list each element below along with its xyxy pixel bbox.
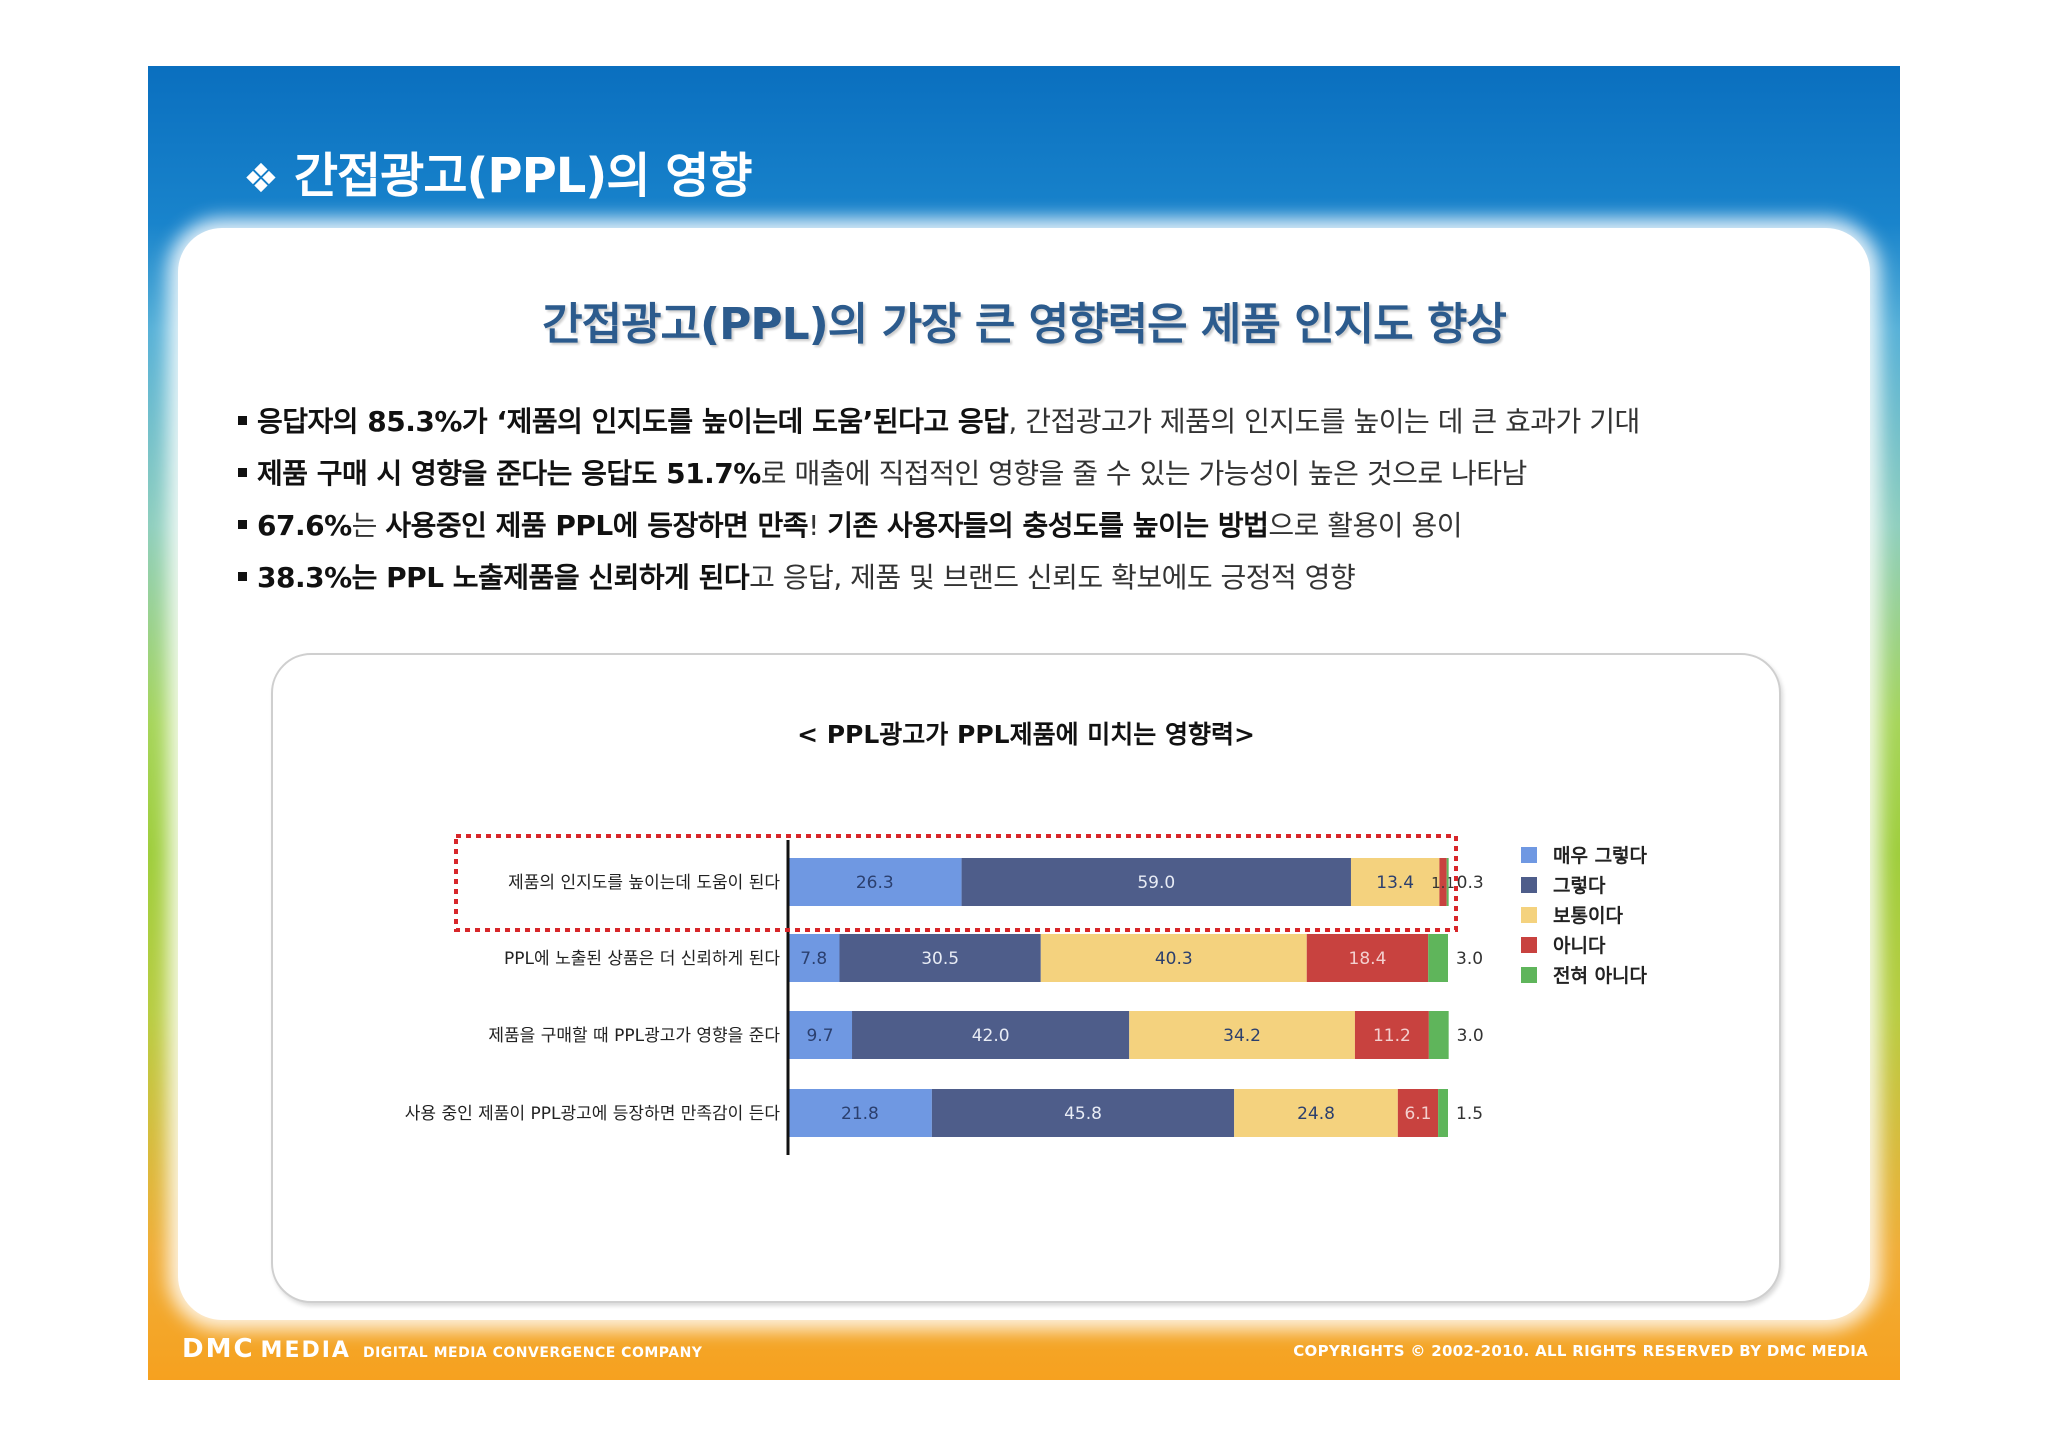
square-bullet-icon — [238, 519, 247, 529]
data-label: 13.4 — [1376, 873, 1414, 893]
category-label: 제품의 인지도를 높이는데 도움이 된다 — [508, 873, 780, 893]
legend-swatch — [1521, 937, 1537, 953]
brand-tagline: DIGITAL MEDIA CONVERGENCE COMPANY — [362, 1345, 703, 1361]
data-label: 59.0 — [1137, 873, 1175, 893]
brand-media: MEDIA — [260, 1338, 351, 1363]
data-label: 1.5 — [1456, 1104, 1483, 1124]
bar-segment — [1306, 934, 1429, 982]
data-label: 9.7 — [806, 1026, 833, 1046]
diamond-bullet-icon: ❖ — [243, 156, 279, 202]
highlight-box — [454, 834, 1458, 932]
bullet-bold-text: 사용중인 제품 PPL에 등장하면 만족 — [385, 509, 809, 542]
chart-container: < PPL광고가 PPL제품에 미치는 영향력> 제품의 인지도를 높이는데 도… — [271, 653, 1781, 1303]
bullet-text: ! — [808, 509, 828, 542]
legend-label: 보통이다 — [1553, 905, 1623, 927]
bullet-text: , 간접광고가 제품의 인지도를 높이는 데 큰 효과가 기대 — [1008, 405, 1640, 438]
data-label: 24.8 — [1297, 1104, 1335, 1124]
category-label: PPL에 노출된 상품은 더 신뢰하게 된다 — [504, 949, 780, 969]
square-bullet-icon — [238, 571, 247, 581]
bar-segment — [852, 1011, 1130, 1059]
brand-logo: DMC — [182, 1334, 255, 1364]
bar-segment — [961, 858, 1351, 906]
bullet-text: 으로 활용이 용이 — [1268, 509, 1462, 542]
legend-label: 그렇다 — [1553, 875, 1606, 897]
content-panel: 간접광고(PPL)의 가장 큰 영향력은 제품 인지도 향상 응답자의 85.3… — [178, 228, 1870, 1320]
data-label: 3.0 — [1456, 949, 1483, 969]
bar-segment — [1354, 1011, 1429, 1059]
bullet-item: 응답자의 85.3%가 ‘제품의 인지도를 높이는데 도움’된다고 응답, 간접… — [238, 396, 1640, 448]
summary-bullets: 응답자의 85.3%가 ‘제품의 인지도를 높이는데 도움’된다고 응답, 간접… — [238, 396, 1640, 604]
data-label: 21.8 — [841, 1104, 879, 1124]
legend-swatch — [1521, 967, 1537, 983]
legend-label: 전혀 아니다 — [1553, 965, 1648, 987]
bullet-text: 는 — [351, 509, 386, 542]
category-label: 제품을 구매할 때 PPL광고가 영향을 준다 — [488, 1026, 780, 1046]
bar-segment — [788, 934, 840, 982]
data-label: 7.8 — [800, 949, 827, 969]
legend-swatch — [1521, 907, 1537, 923]
bullet-item: 제품 구매 시 영향을 준다는 응답도 51.7%로 매출에 직접적인 영향을 … — [238, 448, 1640, 500]
bar-segment — [1428, 1011, 1449, 1059]
bar-segment — [839, 934, 1041, 982]
data-label: 26.3 — [856, 873, 894, 893]
legend-swatch — [1521, 877, 1537, 893]
slide-title: ❖ 간접광고(PPL)의 영향 — [243, 136, 753, 206]
data-label: 45.8 — [1064, 1104, 1102, 1124]
data-label: 34.2 — [1223, 1026, 1261, 1046]
bullet-bold-text: 제품 구매 시 영향을 준다는 응답도 51.7% — [257, 457, 761, 490]
data-label: 30.5 — [921, 949, 959, 969]
bullet-text: 로 매출에 직접적인 영향을 줄 수 있는 가능성이 높은 것으로 나타남 — [760, 457, 1528, 490]
data-label: 42.0 — [972, 1026, 1010, 1046]
bar-segment — [931, 1089, 1235, 1137]
bullet-item: 67.6%는 사용중인 제품 PPL에 등장하면 만족! 기존 사용자들의 충성… — [238, 500, 1640, 552]
data-label: 3.0 — [1457, 1026, 1484, 1046]
data-label: 11.2 — [1373, 1026, 1411, 1046]
bar-segment — [1129, 1011, 1355, 1059]
category-label: 사용 중인 제품이 PPL광고에 등장하면 만족감이 든다 — [405, 1104, 781, 1124]
data-label: 1.1 — [1431, 874, 1455, 892]
bullet-bold-text: 기존 사용자들의 충성도를 높이는 방법 — [827, 509, 1269, 542]
bar-segment — [1428, 934, 1448, 982]
bullet-text: 고 응답, 제품 및 브랜드 신뢰도 확보에도 긍정적 영향 — [749, 561, 1356, 594]
data-label: 0.3 — [1457, 873, 1484, 893]
legend-label: 매우 그렇다 — [1553, 845, 1648, 867]
bar-segment — [788, 1011, 853, 1059]
slide: ❖ 간접광고(PPL)의 영향 간접광고(PPL)의 가장 큰 영향력은 제품 인… — [148, 66, 1900, 1380]
footer-logo: DMC MEDIA DIGITAL MEDIA CONVERGENCE COMPAN… — [182, 1334, 702, 1364]
headline: 간접광고(PPL)의 가장 큰 영향력은 제품 인지도 향상 — [542, 299, 1507, 350]
bar-segment — [788, 858, 962, 906]
bar-segment — [788, 1089, 932, 1137]
stacked-bar-chart: 제품의 인지도를 높이는데 도움이 된다 26.3 59.0 13.4 1.1 0.3 PP… — [405, 834, 1648, 1155]
square-bullet-icon — [238, 467, 247, 477]
bar-segment — [1234, 1089, 1398, 1137]
bar-segment — [1040, 934, 1307, 982]
bar-segment — [1446, 858, 1449, 906]
bullet-bold-text: 응답자의 85.3%가 ‘제품의 인지도를 높이는데 도움’된다고 응답 — [257, 405, 1009, 438]
data-label: 6.1 — [1404, 1104, 1431, 1124]
square-bullet-icon — [238, 415, 247, 425]
slide-title-text: 간접광고(PPL)의 영향 — [293, 148, 753, 204]
chart-title: < PPL광고가 PPL제품에 미치는 영향력> — [797, 720, 1255, 749]
bar-segment — [1350, 858, 1440, 906]
legend-label: 아니다 — [1553, 935, 1606, 957]
data-label: 40.3 — [1155, 949, 1193, 969]
legend-swatch — [1521, 847, 1537, 863]
bullet-bold-text: 38.3%는 PPL 노출제품을 신뢰하게 된다 — [257, 561, 750, 594]
bar-segment — [1439, 858, 1447, 906]
bullet-bold-text: 67.6% — [257, 509, 352, 542]
bullet-item: 38.3%는 PPL 노출제품을 신뢰하게 된다고 응답, 제품 및 브랜드 신… — [238, 552, 1640, 604]
bar-segment — [1438, 1089, 1448, 1137]
bar-segment — [1397, 1089, 1439, 1137]
copyright: COPYRIGHTS © 2002-2010. ALL RIGHTS RESER… — [1293, 1342, 1868, 1360]
data-label: 18.4 — [1349, 949, 1387, 969]
